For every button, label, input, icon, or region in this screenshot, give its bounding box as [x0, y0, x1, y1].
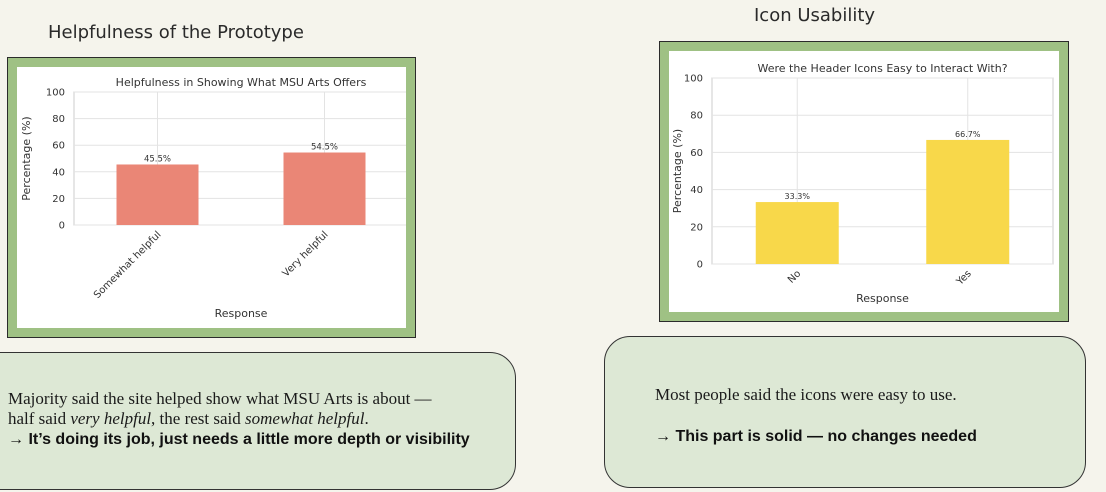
- y-tick-label: 80: [690, 111, 703, 122]
- left-section-title: Helpfulness of the Prototype: [48, 22, 304, 43]
- x-tick-label: Yes: [954, 268, 974, 288]
- y-tick-label: 0: [59, 221, 65, 232]
- y-tick-label: 20: [690, 222, 703, 233]
- y-axis-label: Percentage (%): [20, 116, 33, 200]
- y-tick-label: 100: [46, 88, 65, 99]
- summary-line-2-mid: , the rest said: [151, 409, 245, 428]
- bar: [283, 152, 366, 225]
- y-tick-label: 20: [52, 194, 65, 205]
- y-tick-label: 100: [684, 74, 703, 85]
- x-axis-label: Response: [856, 292, 909, 305]
- bar: [116, 164, 199, 225]
- very-helpful-emphasis: very helpful: [70, 409, 152, 428]
- y-tick-label: 40: [690, 185, 703, 196]
- y-axis-label: Percentage (%): [671, 129, 684, 213]
- helpfulness-conclusion: → It’s doing its job, just needs a littl…: [8, 431, 470, 448]
- chart-title: Helpfulness in Showing What MSU Arts Off…: [116, 76, 367, 89]
- icon-usability-summary-card: Most people said the icons were easy to …: [604, 336, 1086, 488]
- data-label: 33.3%: [785, 192, 811, 201]
- bar: [755, 202, 839, 264]
- y-tick-label: 80: [52, 114, 65, 125]
- y-tick-label: 40: [52, 167, 65, 178]
- x-tick-label: Very helpful: [281, 229, 331, 279]
- x-tick-label: Somewhat helpful: [92, 229, 164, 301]
- data-label: 66.7%: [955, 130, 981, 139]
- icon-usability-chart-frame: 0 20 40 60 80 100 33.3% No 66.7% Yes Were the Head…: [659, 41, 1069, 322]
- y-tick-label: 60: [52, 141, 65, 152]
- x-axis-label: Response: [215, 307, 268, 320]
- summary-line-2: half said very helpful, the rest said so…: [8, 409, 369, 429]
- x-tick-label: No: [786, 268, 803, 285]
- helpfulness-chart-frame: 0 20 40 60 80 100 45.5% Somewhat helpful 54.5% Ve…: [7, 57, 416, 338]
- somewhat-helpful-emphasis: somewhat helpful: [245, 409, 365, 428]
- icon-usability-conclusion: → This part is solid — no changes needed: [655, 428, 977, 445]
- summary-line-1: Majority said the site helped show what …: [8, 389, 432, 408]
- data-label: 45.5%: [144, 154, 171, 164]
- y-tick-label: 60: [690, 148, 703, 159]
- icon-summary-line: Most people said the icons were easy to …: [655, 385, 957, 404]
- helpfulness-bar-chart: 0 20 40 60 80 100 45.5% Somewhat helpful 54.5% Ve…: [17, 67, 406, 328]
- icon-usability-bar-chart: 0 20 40 60 80 100 33.3% No 66.7% Yes Were the Head…: [669, 51, 1059, 312]
- right-section-title: Icon Usability: [754, 5, 876, 26]
- data-label: 54.5%: [311, 143, 338, 153]
- summary-line-2-suffix: .: [364, 409, 369, 428]
- helpfulness-summary-card: Majority said the site helped show what …: [0, 352, 516, 490]
- bar: [926, 139, 1010, 264]
- summary-line-2-prefix: half said: [8, 409, 71, 428]
- y-tick-label: 0: [697, 260, 703, 271]
- chart-title: Were the Header Icons Easy to Interact W…: [757, 62, 1007, 75]
